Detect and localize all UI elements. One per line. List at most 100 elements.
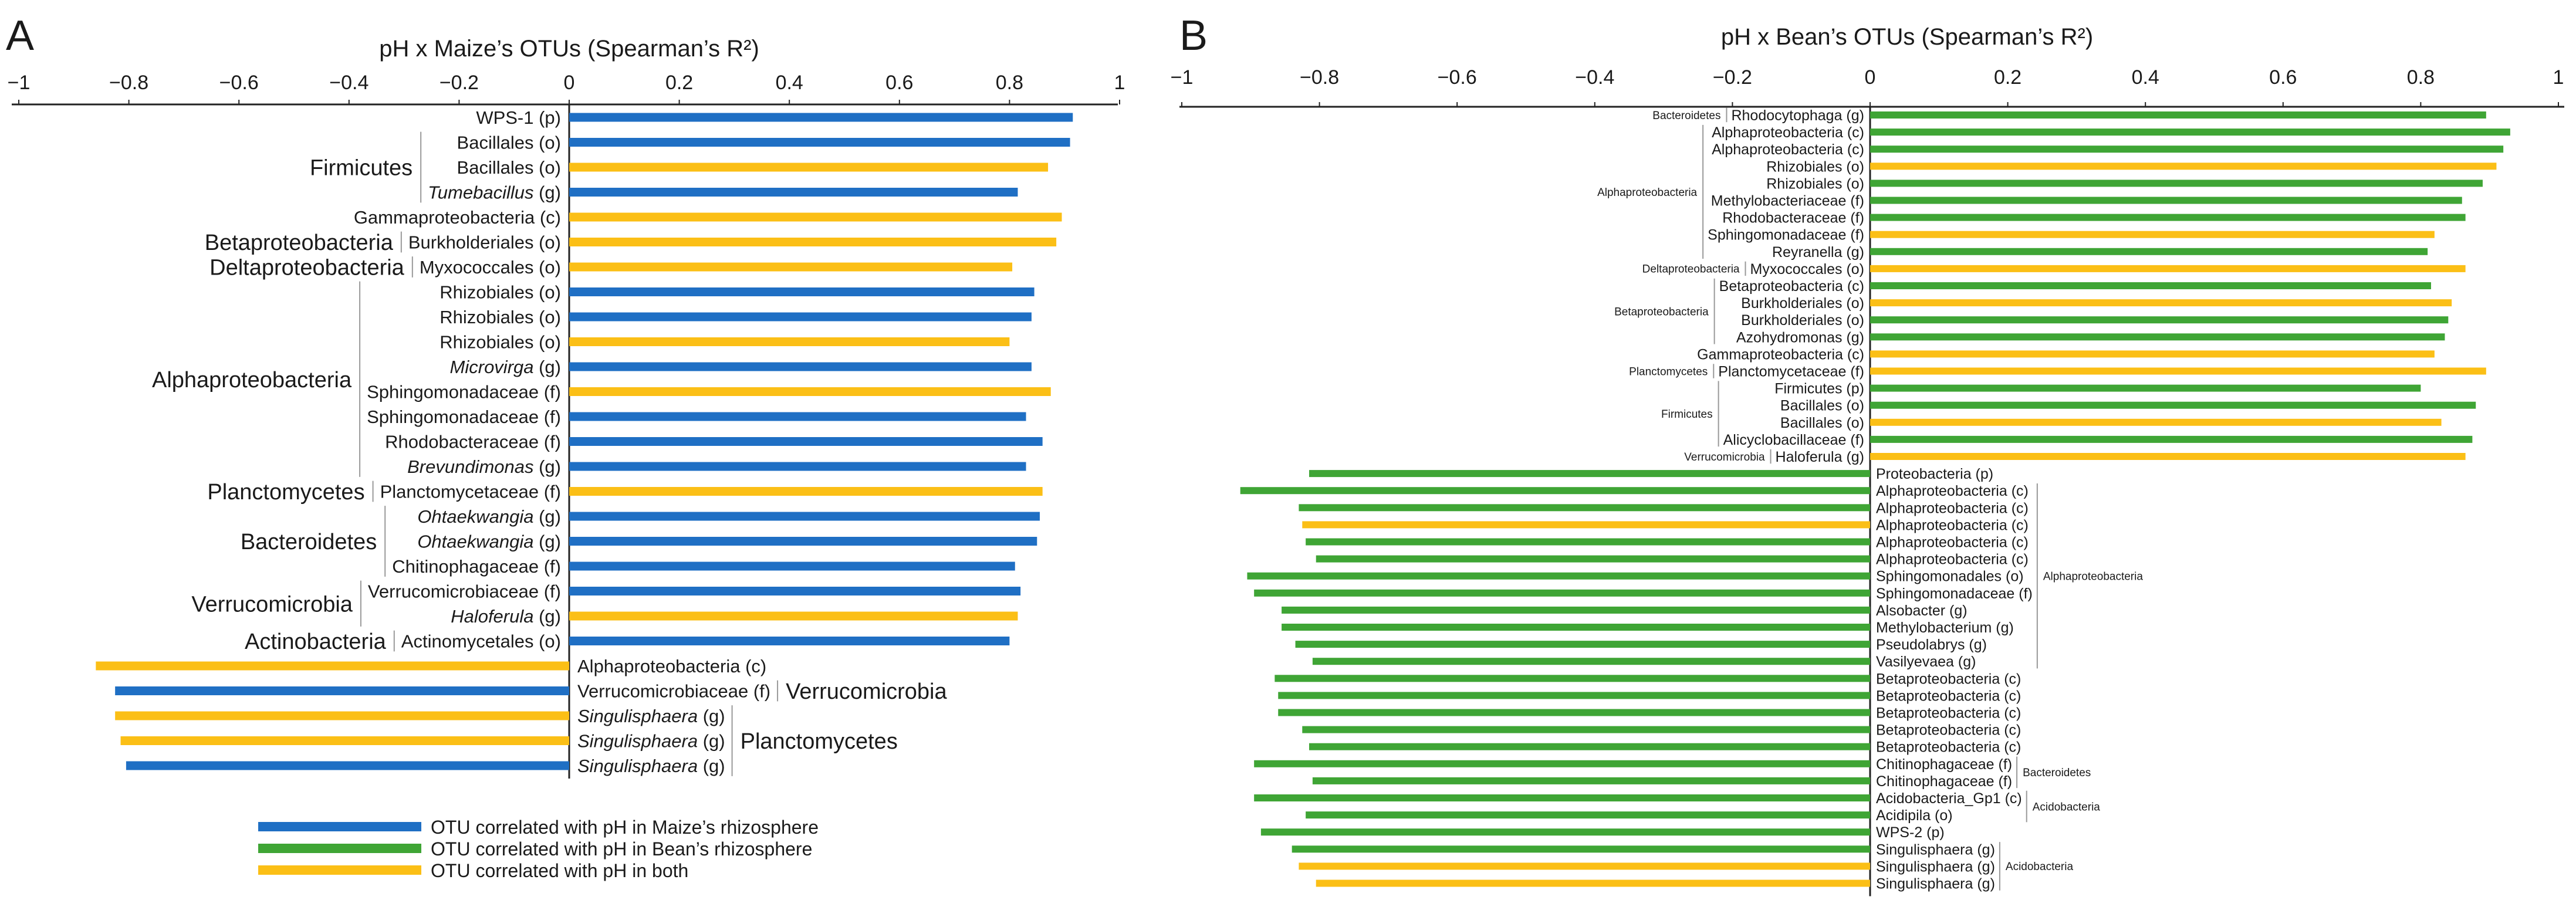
bar-label-genus: Tumebacillus bbox=[428, 182, 533, 203]
bar-label: Verrucomicrobiaceae (f) bbox=[577, 681, 770, 702]
panel-a-label: A bbox=[6, 12, 34, 59]
bar bbox=[569, 387, 1051, 396]
bar-label: WPS-2 (p) bbox=[1876, 824, 1945, 841]
bar bbox=[1254, 760, 1870, 767]
legend-swatch bbox=[258, 822, 421, 831]
x-tick-label: 0.6 bbox=[2269, 66, 2297, 89]
bar-label: Burkholderiales (o) bbox=[408, 232, 561, 253]
bar bbox=[115, 686, 569, 695]
bar bbox=[115, 711, 569, 720]
bar-label-rank: (g) bbox=[534, 456, 562, 477]
group-label: Alphaproteobacteria bbox=[2043, 571, 2143, 583]
bar-label: Methylobacteriaceae (f) bbox=[1711, 193, 1864, 209]
bar bbox=[1870, 231, 2435, 238]
bar bbox=[1299, 862, 1870, 870]
legend-label: OTU correlated with pH in Bean’s rhizosp… bbox=[431, 838, 812, 860]
bar bbox=[1870, 180, 2483, 187]
legend: OTU correlated with pH in Maize’s rhizos… bbox=[258, 817, 819, 881]
bar-label: Myxococcales (o) bbox=[420, 257, 561, 278]
bar-label: Singulisphaera (g) bbox=[577, 731, 725, 752]
legend-swatch bbox=[258, 844, 421, 853]
group-label: Bacteroidetes bbox=[1652, 110, 1720, 122]
bar-label: Sphingomonadales (o) bbox=[1876, 569, 2024, 585]
bar-label: Myxococcales (o) bbox=[1750, 261, 1865, 278]
bar bbox=[569, 238, 1057, 246]
bar bbox=[569, 637, 1010, 645]
bar-label: Rhodocytophaga (g) bbox=[1731, 107, 1864, 124]
bar-label: Gammaproteobacteria (c) bbox=[354, 207, 561, 228]
bar-label: Alicyclobacillaceae (f) bbox=[1723, 432, 1864, 448]
bar-label: Rhizobiales (o) bbox=[440, 282, 561, 303]
group-label: Betaproteobacteria bbox=[205, 231, 394, 255]
bar-label-genus: Ohtaekwangia bbox=[417, 506, 533, 527]
group-label: Bacteroidetes bbox=[241, 530, 377, 554]
x-tick-label: 0.6 bbox=[885, 72, 913, 94]
bar bbox=[1278, 692, 1870, 699]
bar bbox=[569, 412, 1026, 421]
bar-label-genus: Ohtaekwangia bbox=[417, 532, 533, 552]
panel-b-title: pH x Bean’s OTUs (Spearman’s R²) bbox=[1721, 24, 2093, 50]
bar-label: Reyranella (g) bbox=[1772, 244, 1864, 260]
bar-label-rank: (g) bbox=[534, 357, 562, 377]
panel-a: A pH x Maize’s OTUs (Spearman’s R²) −1 −0… bbox=[6, 12, 1125, 779]
bar-label: Haloferula (g) bbox=[451, 606, 561, 627]
group-label: Deltaproteobacteria bbox=[1642, 263, 1740, 276]
bar-label: Planctomycetaceae (f) bbox=[380, 482, 561, 502]
bar-label: Sphingomonadaceae (f) bbox=[1708, 227, 1864, 243]
bar-label: Betaproteobacteria (c) bbox=[1876, 671, 2021, 687]
bar bbox=[1316, 555, 1870, 563]
group-label: Alphaproteobacteria bbox=[1597, 187, 1697, 199]
bar bbox=[1870, 163, 2497, 170]
bar-label: Alphaproteobacteria (c) bbox=[1712, 124, 1864, 141]
bar-label: Rhizobiales (o) bbox=[1766, 175, 1864, 192]
x-tick-label: −1 bbox=[8, 72, 31, 94]
bar-label-rank: (g) bbox=[534, 532, 562, 552]
group-label: Verrucomicrobia bbox=[191, 592, 353, 617]
bar bbox=[1295, 641, 1870, 648]
x-tick-label: −0.6 bbox=[1438, 66, 1477, 89]
bar bbox=[1254, 794, 1870, 801]
bar-label-rank: (g) bbox=[534, 606, 562, 627]
bar bbox=[1870, 435, 2473, 443]
bar bbox=[120, 736, 569, 745]
group-label: Betaproteobacteria bbox=[1614, 306, 1709, 318]
bar-label: Tumebacillus (g) bbox=[428, 182, 561, 203]
bar bbox=[1870, 146, 2504, 153]
x-tick-label: −0.4 bbox=[329, 72, 369, 94]
bar-label: Betaproteobacteria (c) bbox=[1876, 688, 2021, 704]
bar-label-genus: Singulisphaera bbox=[577, 731, 698, 752]
bar-label: Planctomycetaceae (f) bbox=[1718, 364, 1864, 380]
bar bbox=[1302, 521, 1870, 529]
bar-label: Sphingomonadaceae (f) bbox=[367, 407, 561, 427]
bar-label: Alphaproteobacteria (c) bbox=[1876, 534, 2029, 551]
bar bbox=[1292, 845, 1870, 853]
bar-label: Pseudolabrys (g) bbox=[1876, 637, 1987, 653]
bar bbox=[1870, 401, 2476, 409]
bar-label: Ohtaekwangia (g) bbox=[417, 506, 561, 527]
bar bbox=[1282, 624, 1870, 631]
bar-label: Burkholderiales (o) bbox=[1741, 312, 1864, 329]
bar-label: Proteobacteria (p) bbox=[1876, 466, 1993, 482]
bar-label-genus: Singulisphaera bbox=[577, 706, 698, 726]
bar bbox=[1870, 248, 2428, 255]
bar-label: Betaproteobacteria (c) bbox=[1876, 739, 2021, 756]
bar-label: Singulisphaera (g) bbox=[577, 756, 725, 776]
bar-label-genus: Haloferula bbox=[451, 606, 533, 627]
panel-a-title: pH x Maize’s OTUs (Spearman’s R²) bbox=[379, 36, 759, 62]
bar bbox=[569, 512, 1040, 521]
group-label: Firmicutes bbox=[1661, 408, 1713, 421]
bar bbox=[569, 138, 1070, 147]
group-label: Verrucomicrobia bbox=[786, 679, 947, 704]
group-label: Firmicutes bbox=[310, 156, 413, 181]
bar-label: Microvirga (g) bbox=[450, 357, 561, 377]
bar bbox=[1260, 828, 1870, 836]
bar bbox=[1312, 777, 1870, 784]
bar-label: Chitinophagaceae (f) bbox=[392, 556, 561, 577]
bar-label: Ohtaekwangia (g) bbox=[417, 532, 561, 552]
group-label: Verrucomicrobia bbox=[1684, 451, 1765, 463]
bar-label: Methylobacterium (g) bbox=[1876, 620, 2014, 636]
bar-label: Singulisphaera (g) bbox=[1876, 858, 1995, 875]
bar-label: Firmicutes (p) bbox=[1774, 381, 1864, 397]
bar bbox=[569, 537, 1037, 546]
